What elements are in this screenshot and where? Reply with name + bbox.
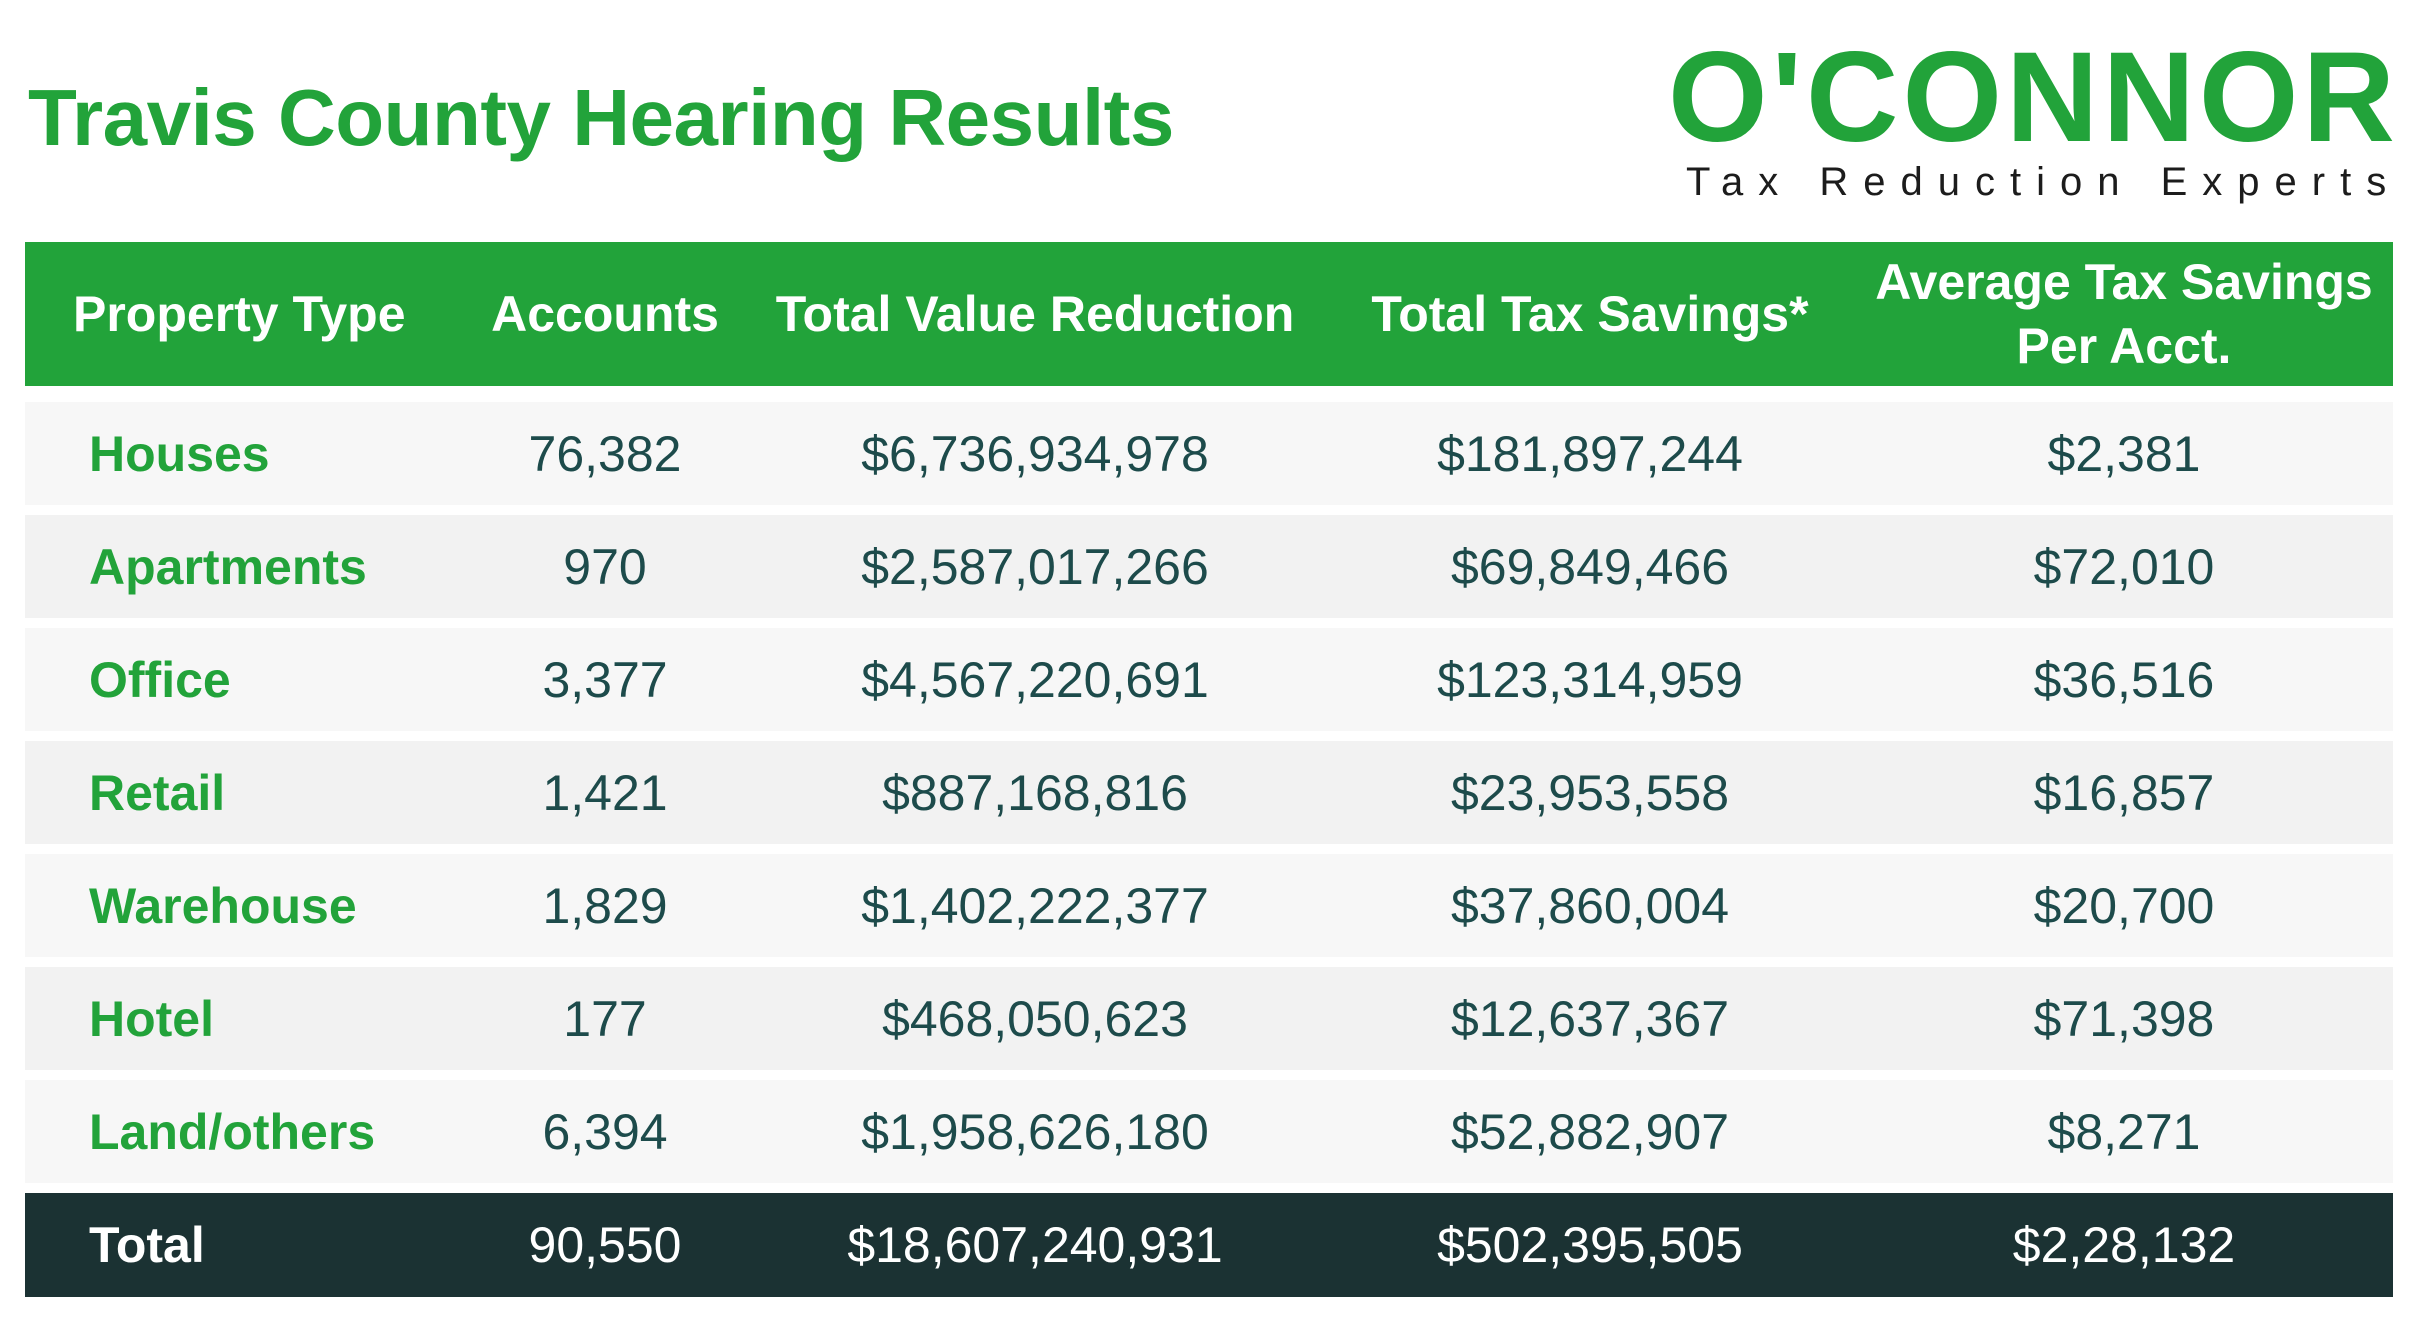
table-body: Houses 76,382 $6,736,934,978 $181,897,24… bbox=[25, 402, 2393, 1183]
oconnor-logo: O'CONNOR Tax Reduction Experts bbox=[1668, 26, 2402, 213]
cell-accounts: 177 bbox=[563, 990, 647, 1047]
cell-value-reduction: $1,402,222,377 bbox=[861, 877, 1209, 934]
header-average-tax-savings: Average Tax Savings Per Acct. bbox=[1875, 254, 2373, 374]
cell-avg-savings: $36,516 bbox=[2033, 651, 2215, 708]
table-row: Land/others 6,394 $1,958,626,180 $52,882… bbox=[25, 1080, 2393, 1183]
cell-property-type: Land/others bbox=[89, 1103, 376, 1160]
table-row: Apartments 970 $2,587,017,266 $69,849,46… bbox=[25, 515, 2393, 618]
cell-avg-savings: $71,398 bbox=[2033, 990, 2215, 1047]
cell-avg-savings: $8,271 bbox=[2047, 1103, 2201, 1160]
cell-avg-savings: $2,381 bbox=[2047, 425, 2201, 482]
cell-accounts: 6,394 bbox=[542, 1103, 668, 1160]
cell-total-avg-savings: $2,28,132 bbox=[2012, 1217, 2236, 1273]
page-title: Travis County Hearing Results bbox=[28, 73, 1174, 162]
cell-accounts: 3,377 bbox=[542, 651, 668, 708]
logo-tagline: Tax Reduction Experts bbox=[1686, 160, 2402, 204]
cell-value-reduction: $468,050,623 bbox=[882, 990, 1188, 1047]
cell-total-accounts: 90,550 bbox=[528, 1217, 682, 1273]
cell-total-tax-savings: $502,395,505 bbox=[1437, 1217, 1743, 1273]
table-row: Hotel 177 $468,050,623 $12,637,367 $71,3… bbox=[25, 967, 2393, 1070]
cell-avg-savings: $16,857 bbox=[2033, 764, 2215, 821]
cell-value-reduction: $4,567,220,691 bbox=[861, 651, 1209, 708]
cell-value-reduction: $1,958,626,180 bbox=[861, 1103, 1209, 1160]
cell-tax-savings: $181,897,244 bbox=[1437, 425, 1743, 482]
cell-value-reduction: $887,168,816 bbox=[882, 764, 1188, 821]
cell-tax-savings: $23,953,558 bbox=[1450, 764, 1730, 821]
cell-avg-savings: $20,700 bbox=[2033, 877, 2215, 934]
table-row: Warehouse 1,829 $1,402,222,377 $37,860,0… bbox=[25, 854, 2393, 957]
table-row: Retail 1,421 $887,168,816 $23,953,558 $1… bbox=[25, 741, 2393, 844]
table-row: Houses 76,382 $6,736,934,978 $181,897,24… bbox=[25, 402, 2393, 505]
cell-accounts: 1,829 bbox=[542, 877, 668, 934]
cell-property-type: Hotel bbox=[89, 990, 214, 1047]
cell-avg-savings: $72,010 bbox=[2033, 538, 2215, 595]
cell-tax-savings: $12,637,367 bbox=[1450, 990, 1730, 1047]
logo-wordmark: O'CONNOR bbox=[1668, 26, 2399, 169]
cell-total-label: Total bbox=[89, 1217, 205, 1273]
cell-property-type: Retail bbox=[89, 764, 226, 821]
cell-tax-savings: $69,849,466 bbox=[1450, 538, 1730, 595]
cell-tax-savings: $52,882,907 bbox=[1450, 1103, 1730, 1160]
hearing-results-table: Property Type Accounts Total Value Reduc… bbox=[25, 242, 2393, 1297]
table-row: Office 3,377 $4,567,220,691 $123,314,959… bbox=[25, 628, 2393, 731]
header-property-type: Property Type bbox=[73, 286, 406, 342]
cell-accounts: 76,382 bbox=[528, 425, 682, 482]
cell-value-reduction: $6,736,934,978 bbox=[861, 425, 1209, 482]
cell-value-reduction: $2,587,017,266 bbox=[861, 538, 1209, 595]
cell-property-type: Houses bbox=[89, 425, 270, 482]
cell-accounts: 1,421 bbox=[542, 764, 668, 821]
table-total-row: Total 90,550 $18,607,240,931 $502,395,50… bbox=[25, 1193, 2393, 1297]
cell-tax-savings: $37,860,004 bbox=[1450, 877, 1730, 934]
header-total-value-reduction: Total Value Reduction bbox=[775, 286, 1295, 342]
cell-tax-savings: $123,314,959 bbox=[1437, 651, 1743, 708]
header-total-tax-savings: Total Tax Savings* bbox=[1371, 286, 1809, 342]
header-accounts: Accounts bbox=[491, 286, 719, 342]
cell-total-value-reduction: $18,607,240,931 bbox=[847, 1217, 1223, 1273]
table-header-row: Property Type Accounts Total Value Reduc… bbox=[25, 242, 2393, 386]
cell-accounts: 970 bbox=[563, 538, 647, 595]
cell-property-type: Warehouse bbox=[89, 877, 357, 934]
cell-property-type: Apartments bbox=[89, 538, 367, 595]
cell-property-type: Office bbox=[89, 651, 231, 708]
